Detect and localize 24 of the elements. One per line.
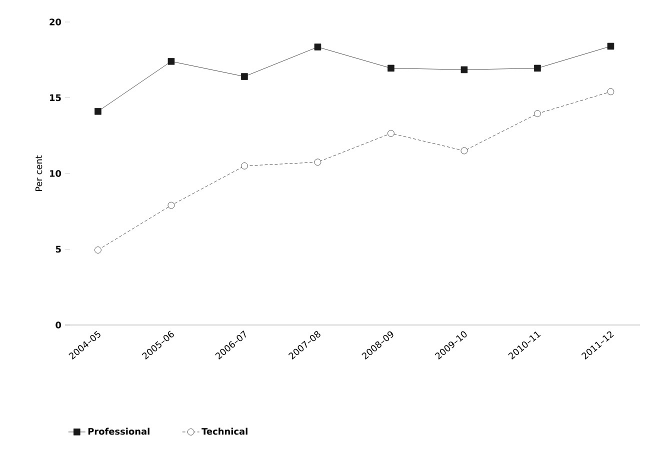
point — [460, 147, 468, 154]
point — [168, 58, 175, 65]
point — [241, 73, 248, 80]
legend-label: Professional — [88, 428, 150, 435]
point — [94, 246, 102, 254]
y-axis-title: Per cent — [36, 155, 42, 192]
y-tick-label: 5 — [56, 246, 61, 253]
y-tick-label: 0 — [56, 322, 62, 328]
legend-label: Technical — [202, 428, 248, 435]
point — [314, 158, 322, 166]
point — [314, 44, 322, 50]
point — [168, 202, 175, 209]
point — [388, 130, 394, 137]
point — [607, 42, 614, 50]
point — [388, 64, 394, 72]
point — [460, 66, 468, 74]
point — [241, 162, 248, 170]
point — [94, 108, 102, 115]
point — [607, 88, 614, 96]
y-tick-label: 15 — [50, 94, 61, 102]
y-tick-label: 10 — [50, 170, 62, 177]
y-tick-label: 20 — [50, 18, 62, 26]
point — [534, 64, 541, 72]
point — [534, 110, 541, 118]
